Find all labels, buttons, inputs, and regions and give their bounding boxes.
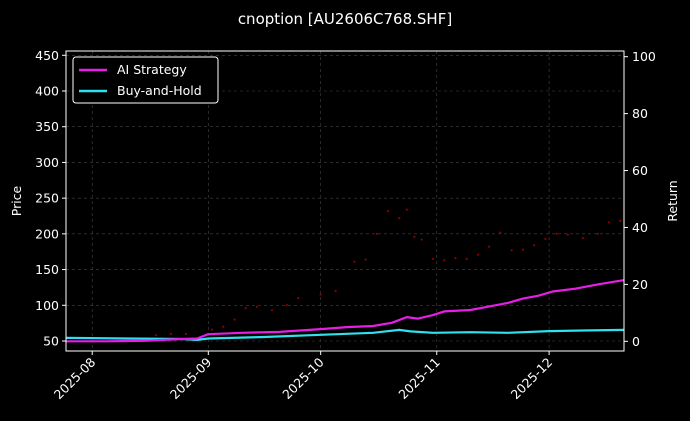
price-point <box>184 332 187 335</box>
right-y-axis-label: Return <box>665 180 680 221</box>
legend-box <box>72 56 219 104</box>
price-point <box>521 248 524 251</box>
price-point <box>169 332 172 335</box>
price-point <box>566 233 569 236</box>
left-y-tick-label: 400 <box>35 84 59 99</box>
price-point <box>555 232 558 235</box>
price-point <box>364 258 367 261</box>
price-point <box>244 307 247 310</box>
price-point <box>297 297 300 300</box>
price-point <box>334 289 337 293</box>
chart-title: cnoption [AU2606C768.SHF] <box>238 10 452 28</box>
left-y-tick-label: 450 <box>35 48 59 63</box>
left-y-tick-label: 100 <box>35 298 59 313</box>
left-y-axis-label: Price <box>9 185 24 216</box>
price-point <box>499 231 502 234</box>
legend-label-buy-and-hold: Buy-and-Hold <box>117 83 202 98</box>
left-y-tick-label: 300 <box>35 155 59 170</box>
price-point <box>270 309 274 312</box>
left-y-tick-label: 200 <box>35 226 59 241</box>
price-point <box>596 232 599 235</box>
price-point <box>255 305 259 308</box>
price-point <box>454 257 457 260</box>
price-point <box>353 260 356 263</box>
price-point <box>488 245 491 248</box>
ai-strategy-line <box>66 279 625 343</box>
price-point <box>222 325 225 328</box>
right-y-tick-label: 0 <box>632 334 640 349</box>
left-y-tick-label: 350 <box>35 119 59 134</box>
price-point <box>476 253 480 256</box>
price-point <box>285 304 289 307</box>
price-point <box>607 221 611 224</box>
right-y-tick-label: 100 <box>632 49 656 64</box>
price-point <box>431 257 435 260</box>
price-point <box>510 249 513 252</box>
left-y-axis: 50 100 150 200 250 300 350 400 450 <box>35 48 66 349</box>
right-y-tick-label: 60 <box>632 163 648 178</box>
price-point <box>405 208 408 211</box>
price-point <box>443 259 446 262</box>
price-point <box>386 209 390 213</box>
right-y-axis: 0 20 40 60 80 100 <box>624 49 656 349</box>
right-y-tick-label: 40 <box>632 220 648 235</box>
left-y-tick-label: 250 <box>35 191 59 206</box>
price-point <box>398 217 401 220</box>
plot-area-frame <box>65 50 625 352</box>
price-point <box>154 334 157 337</box>
right-y-tick-label: 20 <box>632 277 648 292</box>
price-point <box>420 238 423 241</box>
legend-label-ai-strategy: AI Strategy <box>117 62 187 77</box>
left-y-tick-label: 150 <box>35 262 59 277</box>
series-lines <box>65 279 625 343</box>
price-point <box>533 244 536 247</box>
left-y-tick-label: 50 <box>43 334 59 349</box>
price-point <box>210 328 214 331</box>
legend: AI Strategy Buy-and-Hold <box>72 56 219 104</box>
price-point <box>233 318 236 321</box>
price-point <box>413 235 416 238</box>
price-point <box>319 293 322 296</box>
price-point <box>581 237 584 240</box>
price-point <box>544 237 547 240</box>
price-point <box>619 219 622 223</box>
price-scatter-points <box>154 208 622 337</box>
price-point <box>465 257 468 260</box>
right-y-tick-label: 80 <box>632 106 648 121</box>
price-point <box>375 232 378 235</box>
